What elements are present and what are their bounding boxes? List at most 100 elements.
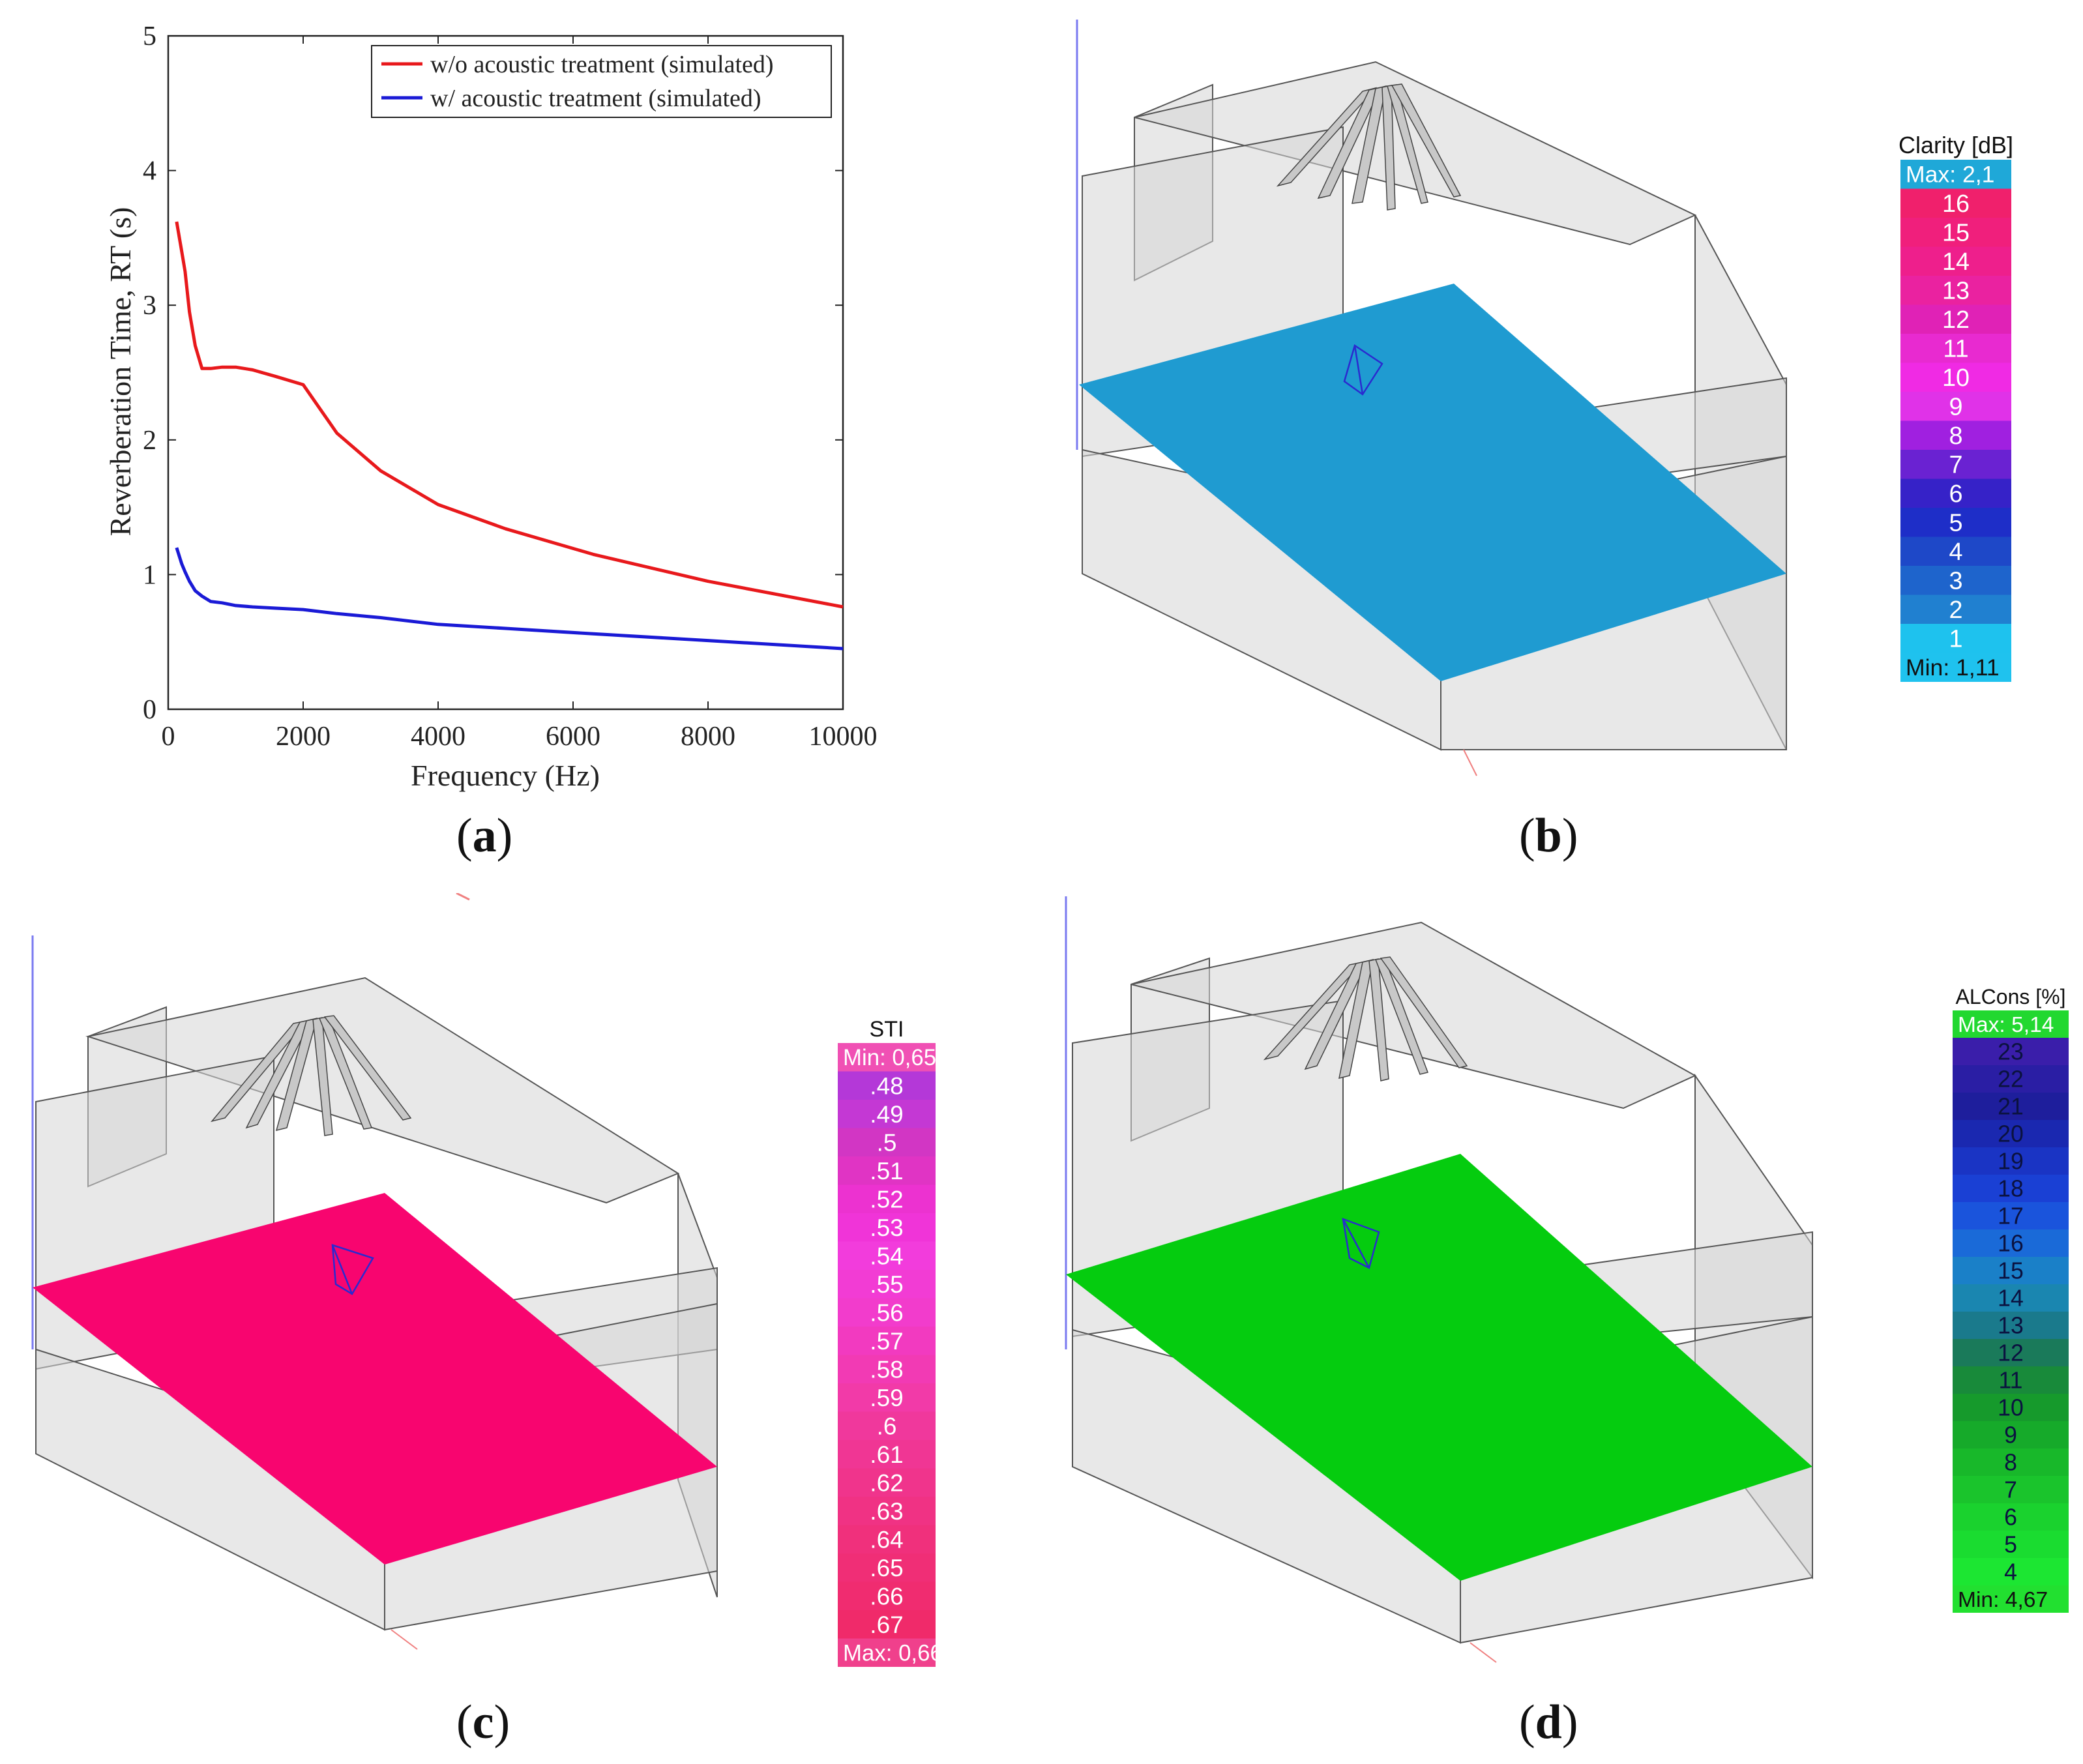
legend-value-5: .53	[870, 1214, 903, 1241]
legend-swatch-18	[838, 1581, 936, 1610]
legend-max-cell	[1953, 1010, 2069, 1038]
x-axis-label: Frequency (Hz)	[411, 759, 600, 792]
legend-value-3: .51	[870, 1158, 903, 1184]
legend-value-15: 8	[2004, 1450, 2017, 1476]
legend-value-19: 4	[2004, 1559, 2017, 1585]
legend-value-16: .64	[870, 1526, 903, 1553]
legend-swatch-11	[1900, 508, 2011, 537]
legend-title: Clarity [dB]	[1898, 132, 2013, 158]
legend-swatch-1	[838, 1100, 936, 1128]
legend-swatch-0	[1953, 1038, 2069, 1065]
alcons-color-legend: ALCons [%]Max: 5,14232221201918171615141…	[1953, 985, 2069, 1613]
legend-value-11: 12	[1998, 1340, 2024, 1366]
legend-swatch-14	[838, 1468, 936, 1497]
x-tick-label-0: 0	[162, 722, 175, 752]
x-tick-label-1: 2000	[276, 722, 331, 752]
legend-value-15: 1	[1949, 626, 1962, 653]
legend-value-12: 11	[1998, 1368, 2022, 1394]
legend-value-6: 17	[1998, 1203, 2024, 1229]
legend-value-15: .63	[870, 1498, 903, 1525]
ceiling-reflectors	[1263, 956, 1468, 1081]
legend-entry-series-1: w/ acoustic treatment (simulated)	[430, 85, 761, 112]
legend-min-cell	[1900, 653, 2011, 682]
legend-swatch-10	[1953, 1312, 2069, 1339]
chart-legend: w/o acoustic treatment (simulated) w/ ac…	[371, 45, 832, 118]
legend-swatch-4	[1900, 304, 2011, 334]
legend-value-7: .55	[870, 1271, 903, 1298]
alcons-room-view: ALCons [%]Max: 5,14232221201918171615141…	[1065, 896, 2069, 1663]
legend-min-label: Min: 1,11	[1906, 654, 2000, 681]
legend-min-cell	[838, 1638, 936, 1667]
legend-swatch-13	[1900, 566, 2011, 595]
y-tick-label-5: 5	[143, 22, 156, 51]
legend-swatch-5	[1953, 1175, 2069, 1202]
legend-value-10: .58	[870, 1356, 903, 1383]
axis-ticks: 0 2000 4000 6000 8000 10000 0 1 2 3 4 5	[143, 22, 878, 752]
legend-value-2: 21	[1998, 1094, 2024, 1120]
clarity-color-legend: Clarity [dB]Max: 2,116151413121110987654…	[1898, 132, 2013, 682]
legend-max-label: Min: 0,65	[843, 1045, 936, 1070]
legend-value-0: 16	[1942, 190, 1970, 218]
legend-swatch-7	[838, 1270, 936, 1299]
clarity-room-view: Clarity [dB]Max: 2,116151413121110987654…	[1076, 20, 2013, 776]
legend-swatch-19	[838, 1610, 936, 1639]
legend-swatch-0	[838, 1071, 936, 1100]
legend-swatch-7	[1953, 1229, 2069, 1257]
legend-swatch-9	[838, 1327, 936, 1355]
legend-swatch-11	[838, 1383, 936, 1412]
legend-value-12: 4	[1949, 538, 1962, 566]
legend-value-9: 14	[1998, 1286, 2024, 1312]
legend-swatch-6	[838, 1241, 936, 1270]
red-axis-marker-top	[456, 893, 470, 901]
legend-value-1: 22	[1998, 1066, 2024, 1093]
legend-value-14: .62	[870, 1469, 903, 1496]
legend-value-9: 7	[1949, 452, 1962, 479]
legend-swatch-18	[1953, 1531, 2069, 1558]
legend-swatch-5	[1900, 334, 2011, 363]
legend-swatch-7	[1900, 392, 2011, 421]
reflector	[1380, 956, 1468, 1068]
caption-d: (d)	[1519, 1696, 1578, 1749]
legend-title: ALCons [%]	[1956, 985, 2066, 1008]
legend-value-1: .49	[870, 1101, 903, 1128]
legend-swatch-10	[1900, 478, 2011, 508]
legend-value-5: 11	[1943, 336, 1968, 363]
legend-swatch-1	[1900, 218, 2011, 247]
legend-swatch-0	[1900, 188, 2011, 218]
legend-value-14: 2	[1949, 596, 1962, 624]
legend-swatch-6	[1953, 1202, 2069, 1229]
legend-swatch-13	[1953, 1394, 2069, 1421]
legend-value-17: .65	[870, 1555, 903, 1581]
legend-value-18: .66	[870, 1583, 903, 1610]
legend-swatch-2	[1953, 1093, 2069, 1120]
legend-swatch-6	[1900, 362, 2011, 392]
caption-c: (c)	[456, 1696, 510, 1749]
legend-value-5: 18	[1998, 1176, 2024, 1202]
legend-swatch-2	[838, 1128, 936, 1156]
legend-value-7: 9	[1949, 394, 1962, 421]
legend-value-4: .52	[870, 1186, 903, 1213]
legend-max-cell	[838, 1043, 936, 1072]
alcons-plane	[1066, 1154, 1812, 1581]
legend-swatch-4	[1953, 1147, 2069, 1175]
reflector	[323, 1015, 412, 1121]
legend-value-13: .61	[870, 1441, 903, 1468]
legend-swatch-17	[1953, 1503, 2069, 1531]
legend-min-cell	[1953, 1585, 2069, 1613]
caption-a: (a)	[456, 809, 513, 862]
y-axis-label: Reverberation Time, RT (s)	[104, 207, 137, 537]
legend-value-9: .57	[870, 1328, 903, 1355]
legend-swatch-8	[1953, 1257, 2069, 1284]
legend-value-16: 7	[2004, 1477, 2017, 1503]
legend-value-3: 13	[1942, 278, 1970, 305]
rt-line-chart: 0 2000 4000 6000 8000 10000 0 1 2 3 4 5 Frequency (…	[104, 22, 878, 792]
legend-swatch-12	[1953, 1366, 2069, 1394]
legend-swatch-9	[1953, 1284, 2069, 1312]
y-tick-label-0: 0	[143, 695, 156, 725]
legend-swatch-3	[1953, 1120, 2069, 1147]
source-edge	[1353, 345, 1364, 395]
legend-swatch-3	[1900, 276, 2011, 305]
ceiling-reflectors	[210, 1015, 412, 1136]
